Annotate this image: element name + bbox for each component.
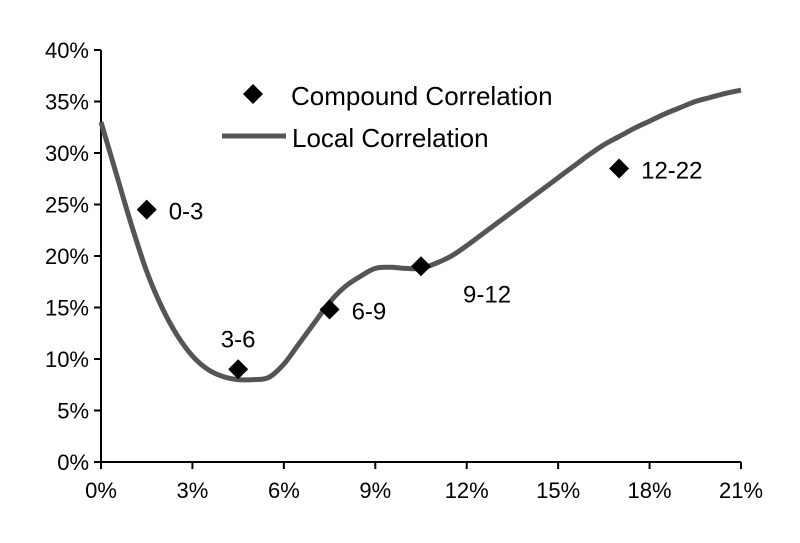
point-label: 12-22 (641, 157, 702, 184)
x-tick-label: 12% (445, 478, 489, 503)
axes: 0% 5% 10% 15% 20% 25% 30% 35% 40% 0% 3% 6% 9% 12% 15% 1… (45, 38, 763, 503)
legend: Compound Correlation Local Correlation (222, 81, 553, 153)
x-tick-label: 18% (628, 478, 672, 503)
x-tick-label: 3% (177, 478, 209, 503)
y-tick-label: 35% (45, 90, 89, 115)
compound-correlation-point (136, 199, 157, 220)
y-tick-label: 25% (45, 193, 89, 218)
compound-correlation-point (319, 299, 340, 320)
x-tick-label: 6% (268, 478, 300, 503)
x-tick-label: 21% (719, 478, 763, 503)
legend-diamond-marker (243, 84, 263, 104)
compound-correlation-point (228, 359, 249, 380)
legend-label-compound: Compound Correlation (291, 81, 553, 111)
scatter-series-layer: 0-3 3-6 6-9 9-12 12-22 (136, 157, 702, 380)
y-tick-label: 20% (45, 244, 89, 269)
point-label: 0-3 (169, 199, 204, 226)
x-tick-label: 9% (359, 478, 391, 503)
y-tick-label: 0% (57, 450, 89, 475)
y-tick-label: 40% (45, 38, 89, 63)
point-label: 6-9 (352, 299, 387, 326)
y-tick-label: 15% (45, 296, 89, 321)
compound-correlation-point (609, 158, 630, 179)
x-tick-label: 15% (536, 478, 580, 503)
point-label: 3-6 (221, 326, 256, 353)
y-tick-label: 10% (45, 347, 89, 372)
x-tick-label: 0% (85, 478, 117, 503)
legend-label-local: Local Correlation (292, 123, 489, 153)
y-tick-label: 5% (57, 399, 89, 424)
point-label: 9-12 (463, 281, 511, 308)
y-tick-label: 30% (45, 141, 89, 166)
compound-correlation-point (411, 256, 431, 277)
